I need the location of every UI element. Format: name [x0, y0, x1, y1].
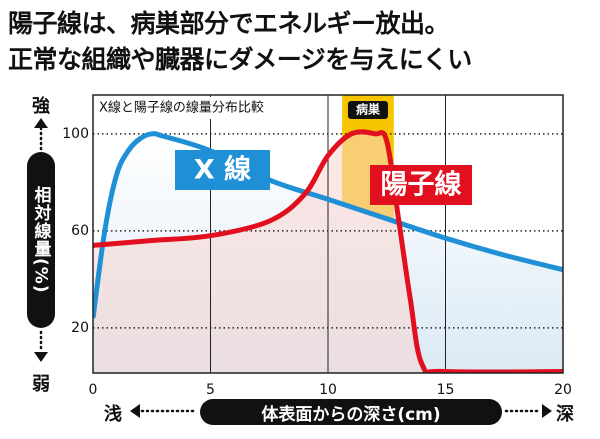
- arrow-head: [542, 404, 552, 418]
- legend-label: 陽子線: [381, 169, 462, 201]
- arrow-head: [34, 352, 48, 362]
- x-tick-label: 5: [206, 382, 215, 398]
- legend-label: X 線: [194, 154, 251, 186]
- x-tick-label: 10: [319, 382, 337, 398]
- y-high-label: 強: [32, 96, 50, 117]
- y-axis-label: 相対線量(%): [27, 152, 55, 328]
- highlight-label-box: [347, 101, 388, 119]
- x-high-label: 深: [556, 404, 574, 425]
- series-line: [93, 129, 563, 373]
- y-tick-label: 20: [71, 320, 89, 336]
- plot-frame: [92, 94, 564, 374]
- series-line: [93, 131, 563, 319]
- subtitle: X線と陽子線の線量分布比較: [99, 100, 264, 116]
- highlight-label: 病巣: [356, 102, 381, 117]
- x-tick-label: 15: [437, 382, 455, 398]
- arrow-head: [34, 118, 48, 128]
- y-low-label: 弱: [32, 374, 50, 395]
- title-line: 正常な組織や臓器にダメージを与えにくい: [8, 45, 472, 74]
- y-tick-label: 100: [62, 126, 89, 142]
- x-axis-label: 体表面からの深さ(cm): [200, 399, 502, 425]
- y-tick-label: 60: [71, 223, 89, 239]
- title-line: 陽子線は、病巣部分でエネルギー放出。: [8, 9, 450, 38]
- x-tick-label: 20: [554, 382, 572, 398]
- legend-box: [370, 165, 472, 205]
- legend-box: [175, 150, 270, 190]
- x-tick-label: 0: [89, 382, 98, 398]
- subtitle-bg: [95, 97, 325, 119]
- x-low-label: 浅: [104, 404, 122, 425]
- arrow-head: [130, 404, 140, 418]
